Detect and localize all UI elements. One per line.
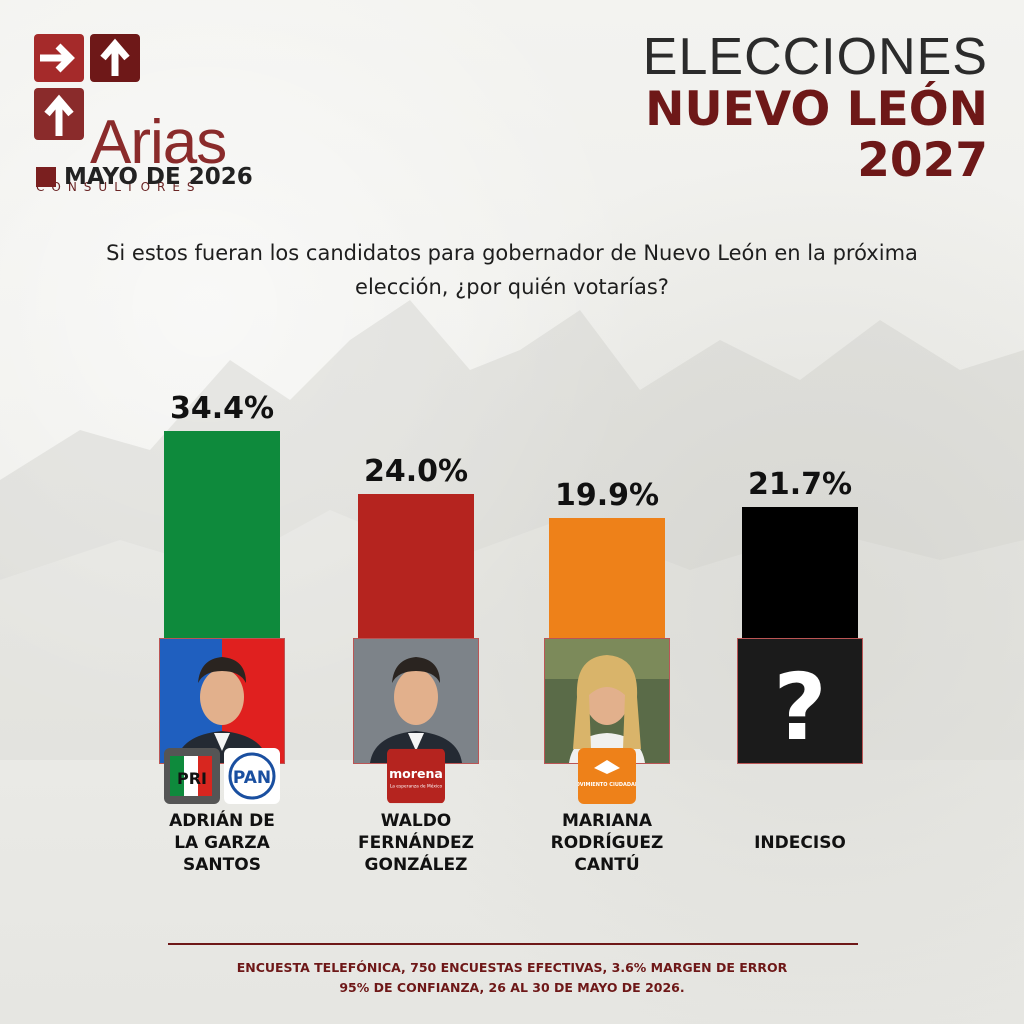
date-bullet: [36, 167, 56, 187]
title-line-3: 2027: [857, 133, 988, 188]
svg-text:La esperanza de México: La esperanza de México: [390, 783, 443, 790]
bar-1: [164, 431, 280, 638]
svg-text:?: ?: [773, 654, 826, 761]
party-logo-movimiento-ciudadano: MOVIMIENTO CIUDADANO: [578, 748, 636, 804]
survey-question: Si estos fueran los candidatos para gobe…: [106, 241, 918, 299]
svg-text:PRI: PRI: [177, 769, 207, 788]
question-mark-icon: ?: [737, 638, 863, 764]
survey-date-text: MAYO DE 2026: [64, 164, 253, 190]
party-logo-pan: PAN: [224, 748, 280, 804]
bar-2: [358, 493, 474, 638]
candidate-name: ADRIÁN DE LA GARZA SANTOS: [169, 811, 275, 875]
svg-text:MOVIMIENTO CIUDADANO: MOVIMIENTO CIUDADANO: [578, 782, 636, 788]
bar-value-label: 34.4%: [169, 391, 275, 426]
svg-text:morena: morena: [389, 766, 443, 781]
footer-divider: [168, 943, 858, 945]
candidate-name: MARIANA RODRÍGUEZ CANTÚ: [550, 811, 664, 875]
brand-subtitle: CONSULTORES: [36, 180, 202, 194]
brand-name: Arias: [90, 108, 227, 177]
title-line-2: NUEVO LEÓN: [645, 82, 988, 137]
arrows-logo-icon: [34, 34, 140, 140]
bar-value-label: 24.0%: [363, 453, 469, 489]
candidate-photo: [353, 638, 479, 764]
candidate-name: WALDO FERNÁNDEZ GONZÁLEZ: [358, 811, 474, 875]
bar-3: [549, 518, 665, 638]
svg-text:PAN: PAN: [233, 768, 271, 788]
brand-logo: Arias CONSULTORES: [34, 34, 274, 194]
bar-4: [742, 507, 858, 638]
bar-value-label: 19.9%: [554, 478, 660, 514]
page-title: ELECCIONES NUEVO LEÓN 2027: [643, 30, 988, 186]
bar-value-label: 21.7%: [747, 467, 853, 503]
candidate-name: INDECISO: [754, 833, 846, 853]
party-logo-pri: PRI: [164, 748, 220, 804]
survey-date: MAYO DE 2026: [36, 164, 253, 190]
candidate-photo: [159, 638, 285, 764]
methodology-line-2: 95% DE CONFIANZA, 26 AL 30 DE MAYO DE 20…: [339, 980, 685, 995]
methodology-line-1: ENCUESTA TELEFÓNICA, 750 ENCUESTAS EFECT…: [236, 960, 788, 975]
title-line-1: ELECCIONES: [642, 28, 988, 86]
candidate-photo: [544, 638, 670, 764]
party-logo-morena: morena La esperanza de México: [387, 748, 445, 804]
methodology-note: ENCUESTA TELEFÓNICA, 750 ENCUESTAS EFECT…: [120, 958, 904, 998]
